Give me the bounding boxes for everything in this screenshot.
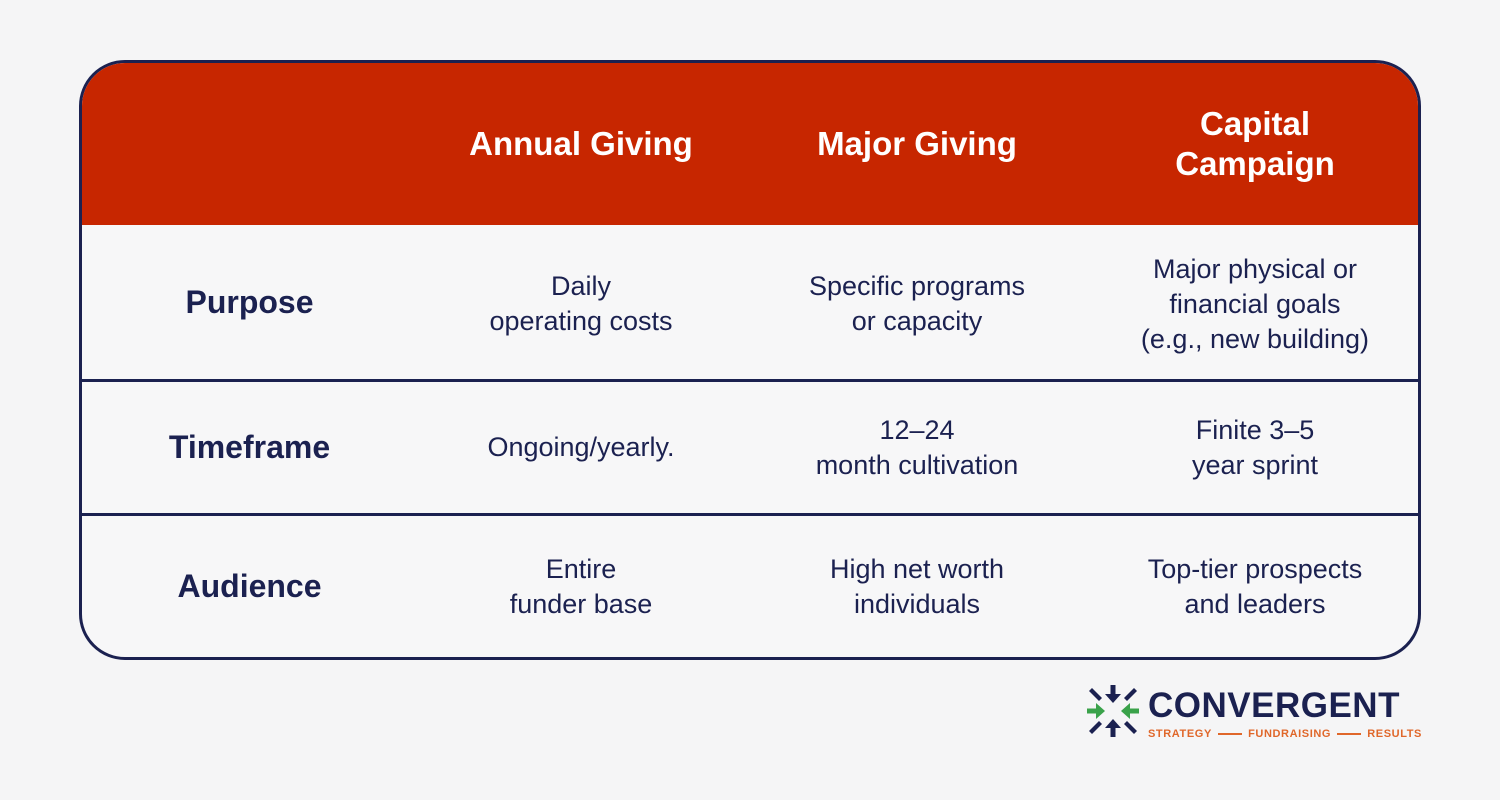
header-cell-empty <box>82 63 417 225</box>
table-row-timeframe: Timeframe Ongoing/yearly. 12–24 month cu… <box>82 382 1418 516</box>
logo-tagline: STRATEGY FUNDRAISING RESULTS <box>1148 728 1422 740</box>
comparison-table: Annual Giving Major Giving Capital Campa… <box>79 60 1421 660</box>
converging-arrows-icon <box>1087 685 1139 737</box>
header-annual-giving: Annual Giving <box>469 125 693 162</box>
tagline-strategy: STRATEGY <box>1148 728 1212 740</box>
table-row-audience: Audience Entire funder base High net wor… <box>82 516 1418 657</box>
tagline-divider <box>1217 733 1243 735</box>
cell-purpose-annual: Daily operating costs <box>489 271 673 336</box>
cell-audience-capital: Top-tier prospects and leaders <box>1147 553 1363 619</box>
tagline-results: RESULTS <box>1367 728 1422 740</box>
row-label-timeframe: Timeframe <box>168 429 331 465</box>
table-header-row: Annual Giving Major Giving Capital Campa… <box>82 63 1418 225</box>
tagline-divider <box>1337 733 1362 735</box>
cell-purpose-major: Specific programs or capacity <box>808 271 1026 336</box>
cell-timeframe-major: 12–24 month cultivation <box>815 414 1019 480</box>
table-row-purpose: Purpose Daily operating costs Specific p… <box>82 225 1418 382</box>
cell-audience-major: High net worth individuals <box>829 553 1005 619</box>
cell-timeframe-annual: Ongoing/yearly. <box>487 432 675 462</box>
row-label-audience: Audience <box>177 568 322 604</box>
logo-wordmark: CONVERGENT <box>1148 686 1400 725</box>
convergent-logo: CONVERGENT STRATEGY FUNDRAISING RESULTS <box>1086 682 1422 744</box>
cell-audience-annual: Entire funder base <box>509 553 653 619</box>
tagline-fundraising: FUNDRAISING <box>1248 728 1332 740</box>
row-label-purpose: Purpose <box>185 283 314 320</box>
cell-purpose-capital: Major physical or financial goals (e.g.,… <box>1140 253 1370 354</box>
header-major-giving: Major Giving <box>817 125 1017 162</box>
header-capital-campaign: Capital Campaign <box>1175 105 1335 182</box>
cell-timeframe-capital: Finite 3–5 year sprint <box>1191 414 1319 480</box>
